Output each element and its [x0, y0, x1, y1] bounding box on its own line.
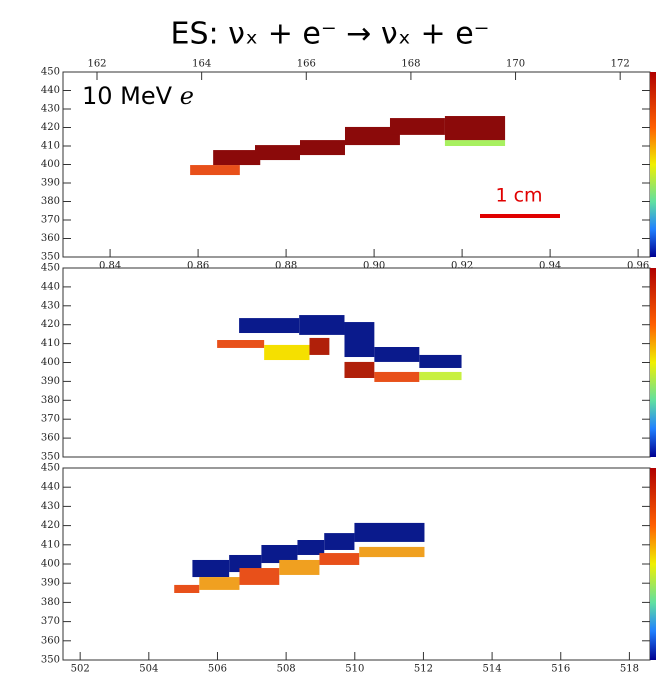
y-tick-label: 380: [41, 196, 60, 207]
y-tick-label: 350: [41, 655, 60, 666]
color-bar: [650, 268, 656, 457]
annotation-text: 10 MeV: [82, 82, 173, 110]
hit: [390, 118, 445, 135]
hit: [354, 523, 424, 542]
y-tick-label: 450: [41, 67, 60, 78]
x-tick-label: 0.92: [451, 261, 473, 272]
hit: [445, 140, 505, 146]
hit: [299, 315, 344, 335]
y-tick-label: 360: [41, 433, 60, 444]
hit: [300, 140, 345, 155]
x-tick-label: 164: [192, 59, 211, 70]
hit: [174, 585, 199, 593]
hit: [419, 372, 461, 380]
hit: [445, 116, 505, 140]
hit: [217, 340, 264, 348]
hit: [319, 553, 359, 565]
color-bar: [650, 468, 656, 660]
x-tick-label: 510: [345, 664, 364, 673]
y-tick-label: 450: [41, 263, 60, 274]
y-tick-label: 440: [41, 85, 60, 96]
y-tick-label: 410: [41, 141, 60, 152]
y-tick-label: 360: [41, 635, 60, 646]
x-tick-label: 0.84: [99, 261, 121, 272]
hit: [297, 540, 324, 555]
hit: [309, 338, 329, 355]
y-tick-label: 430: [41, 300, 60, 311]
scale-label: 1 cm: [495, 185, 542, 207]
x-tick-label: 0.96: [627, 261, 649, 272]
y-tick-label: 390: [41, 578, 60, 589]
hit: [374, 372, 419, 382]
annotation: 10 MeV e: [82, 82, 194, 111]
y-tick-label: 370: [41, 616, 60, 627]
color-bar: [650, 72, 656, 257]
x-tick-label: 508: [277, 664, 296, 673]
y-tick-label: 400: [41, 159, 60, 170]
x-tick-label: 518: [620, 664, 639, 673]
y-tick-label: 400: [41, 357, 60, 368]
figure: ES: νₓ + e⁻ → νₓ + e⁻ 10 MeV e 1 cm 350 3…: [0, 0, 656, 673]
hit: [324, 533, 354, 550]
x-tick-label: 514: [483, 664, 502, 673]
y-tick-label: 430: [41, 501, 60, 512]
x-tick-label: 0.88: [275, 261, 297, 272]
annotation-particle: e: [180, 82, 194, 110]
y-tick-label: 390: [41, 178, 60, 189]
y-tick-label: 370: [41, 414, 60, 425]
hit: [239, 318, 299, 333]
y-tick-label: 360: [41, 233, 60, 244]
x-tick-label: 166: [297, 59, 316, 70]
y-tick-label: 450: [41, 463, 60, 474]
hit: [374, 347, 419, 362]
y-tick-label: 390: [41, 376, 60, 387]
x-tick-label: 170: [506, 59, 525, 70]
x-tick-label: 506: [208, 664, 227, 673]
hit: [344, 362, 374, 378]
hit: [419, 355, 461, 368]
hit: [279, 560, 319, 575]
x-tick-label: 0.86: [187, 261, 209, 272]
y-tick-label: 370: [41, 215, 60, 226]
hit: [192, 560, 229, 577]
x-tick-label: 512: [414, 664, 433, 673]
y-tick-label: 410: [41, 338, 60, 349]
x-tick-label: 502: [71, 664, 90, 673]
y-tick-label: 350: [41, 452, 60, 463]
x-tick-label: 162: [87, 59, 106, 70]
y-tick-label: 430: [41, 104, 60, 115]
hit: [359, 547, 424, 557]
hit: [199, 577, 239, 590]
y-tick-label: 420: [41, 520, 60, 531]
hit: [264, 345, 309, 360]
y-tick-label: 400: [41, 559, 60, 570]
title: ES: νₓ + e⁻ → νₓ + e⁻: [171, 17, 490, 52]
x-tick-label: 516: [551, 664, 570, 673]
hit: [344, 322, 374, 357]
y-tick-label: 420: [41, 319, 60, 330]
hit: [239, 568, 279, 585]
x-tick-label: 168: [401, 59, 420, 70]
hit: [213, 150, 260, 165]
y-tick-label: 380: [41, 395, 60, 406]
y-tick-label: 420: [41, 122, 60, 133]
y-tick-label: 350: [41, 252, 60, 263]
y-tick-label: 380: [41, 597, 60, 608]
hit: [190, 165, 240, 175]
x-tick-label: 0.94: [539, 261, 561, 272]
x-tick-label: 504: [139, 664, 158, 673]
x-tick-label: 0.90: [363, 261, 385, 272]
y-tick-label: 410: [41, 539, 60, 550]
x-tick-label: 172: [611, 59, 630, 70]
y-tick-label: 440: [41, 482, 60, 493]
hit: [255, 145, 300, 160]
y-tick-label: 440: [41, 281, 60, 292]
